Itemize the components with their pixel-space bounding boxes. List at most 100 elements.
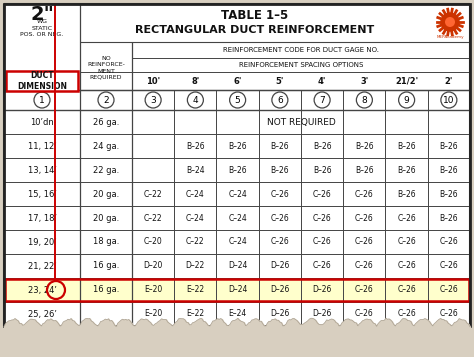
Text: B–26: B–26 [355, 166, 374, 175]
Text: B–26: B–26 [355, 141, 374, 151]
Text: 1: 1 [39, 96, 45, 105]
Text: C–24: C–24 [228, 190, 247, 198]
Circle shape [145, 92, 161, 108]
Text: 8': 8' [191, 76, 200, 85]
Text: C–26: C–26 [313, 237, 331, 246]
Text: D–24: D–24 [228, 286, 247, 295]
Text: C–26: C–26 [355, 310, 374, 318]
Text: E–22: E–22 [186, 286, 204, 295]
Text: C–26: C–26 [439, 286, 458, 295]
Text: 13, 14’: 13, 14’ [27, 166, 56, 175]
Text: NOT REQUIRED: NOT REQUIRED [266, 117, 336, 126]
Text: NO
REINFORCE-
MENT
REQUIRED: NO REINFORCE- MENT REQUIRED [87, 56, 125, 80]
Text: 21/2': 21/2' [395, 76, 418, 85]
Text: C–22: C–22 [144, 213, 163, 222]
Text: C–24: C–24 [228, 213, 247, 222]
Text: C–22: C–22 [144, 190, 163, 198]
Text: D–26: D–26 [312, 310, 332, 318]
Text: B–26: B–26 [397, 166, 416, 175]
Text: B–26: B–26 [313, 141, 331, 151]
Text: 16 ga.: 16 ga. [93, 261, 119, 271]
Bar [4, 278, 470, 302]
Text: 6': 6' [233, 76, 242, 85]
Text: WG
STATIC
POS. OR NEG.: WG STATIC POS. OR NEG. [20, 19, 64, 37]
Text: 18 ga.: 18 ga. [93, 237, 119, 246]
Text: C–26: C–26 [355, 213, 374, 222]
Circle shape [187, 92, 203, 108]
Text: C–26: C–26 [355, 286, 374, 295]
Text: 26 ga.: 26 ga. [93, 117, 119, 126]
Text: B–26: B–26 [439, 190, 458, 198]
Circle shape [445, 17, 455, 27]
Text: 17, 18’: 17, 18’ [27, 213, 56, 222]
Text: B–26: B–26 [439, 213, 458, 222]
Text: D–24: D–24 [228, 261, 247, 271]
Text: 10: 10 [443, 96, 455, 105]
Text: C–26: C–26 [439, 310, 458, 318]
Circle shape [272, 92, 288, 108]
Text: C–26: C–26 [397, 261, 416, 271]
Text: C–26: C–26 [313, 190, 331, 198]
Text: C–22: C–22 [186, 237, 205, 246]
Circle shape [399, 92, 415, 108]
Text: 20 ga.: 20 ga. [93, 190, 119, 198]
Text: D–26: D–26 [270, 310, 290, 318]
Text: C–26: C–26 [439, 261, 458, 271]
Text: 2": 2" [30, 5, 54, 24]
Text: C–26: C–26 [271, 237, 289, 246]
Text: 4': 4' [318, 76, 326, 85]
Text: B–26: B–26 [271, 141, 289, 151]
Text: E–24: E–24 [228, 310, 247, 318]
Text: 7: 7 [319, 96, 325, 105]
Text: 4: 4 [192, 96, 198, 105]
Text: 24 ga.: 24 ga. [93, 141, 119, 151]
Text: D–22: D–22 [186, 261, 205, 271]
Text: C–26: C–26 [271, 213, 289, 222]
Text: 11, 12’: 11, 12’ [27, 141, 56, 151]
Text: C–26: C–26 [397, 286, 416, 295]
Circle shape [229, 92, 246, 108]
Text: 10': 10' [146, 76, 160, 85]
Text: 10’dn: 10’dn [30, 117, 54, 126]
Text: 2: 2 [103, 96, 109, 105]
Text: 8: 8 [362, 96, 367, 105]
Text: C–26: C–26 [355, 261, 374, 271]
Text: 5: 5 [235, 96, 240, 105]
Text: 15, 16’: 15, 16’ [27, 190, 56, 198]
Text: REINFORCEMENT CODE FOR DUCT GAGE NO.: REINFORCEMENT CODE FOR DUCT GAGE NO. [223, 47, 379, 53]
Text: B–26: B–26 [186, 141, 205, 151]
Text: RECTANGULAR DUCT REINFORCEMENT: RECTANGULAR DUCT REINFORCEMENT [136, 25, 374, 35]
Text: C–26: C–26 [355, 237, 374, 246]
Text: B–26: B–26 [397, 141, 416, 151]
Text: B–26: B–26 [228, 166, 247, 175]
Text: 2': 2' [445, 76, 453, 85]
Text: DUCT
DIMENSION: DUCT DIMENSION [17, 71, 67, 91]
Bar [5, 279, 469, 301]
Text: D–26: D–26 [270, 261, 290, 271]
Text: C–20: C–20 [144, 237, 163, 246]
Text: C–26: C–26 [439, 237, 458, 246]
Text: MEPAcademy: MEPAcademy [436, 35, 464, 39]
Text: E–20: E–20 [144, 310, 162, 318]
Text: C–24: C–24 [228, 237, 247, 246]
Text: 23, 24’: 23, 24’ [27, 286, 56, 295]
Text: 16 ga.: 16 ga. [93, 286, 119, 295]
Text: B–26: B–26 [228, 141, 247, 151]
Text: D–20: D–20 [144, 261, 163, 271]
Text: C–24: C–24 [186, 190, 205, 198]
Text: 3: 3 [150, 96, 156, 105]
Text: 19, 20’: 19, 20’ [27, 237, 56, 246]
Circle shape [441, 13, 459, 31]
Circle shape [441, 92, 457, 108]
Text: 9: 9 [404, 96, 410, 105]
Text: 22 ga.: 22 ga. [93, 166, 119, 175]
Text: C–26: C–26 [313, 261, 331, 271]
Text: C–26: C–26 [397, 213, 416, 222]
Text: 25, 26’: 25, 26’ [27, 310, 56, 318]
Text: D–26: D–26 [270, 286, 290, 295]
Text: C–24: C–24 [186, 213, 205, 222]
Circle shape [98, 92, 114, 108]
Text: E–20: E–20 [144, 286, 162, 295]
Text: E–22: E–22 [186, 310, 204, 318]
Text: B–26: B–26 [439, 141, 458, 151]
